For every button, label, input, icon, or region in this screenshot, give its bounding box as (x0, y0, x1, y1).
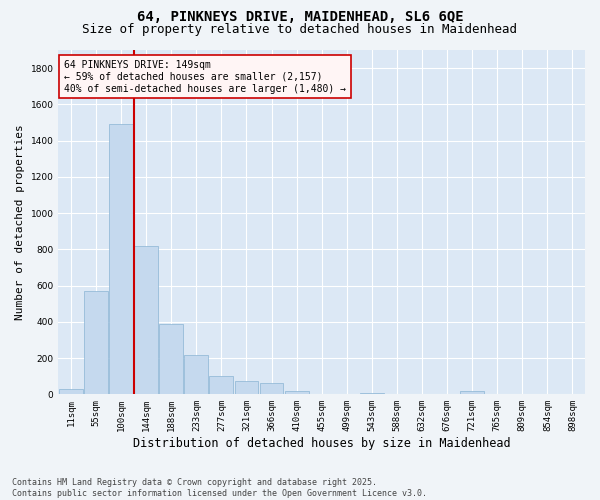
Bar (184, 356, 208, 395)
Text: Contains HM Land Registry data © Crown copyright and database right 2025.
Contai: Contains HM Land Registry data © Crown c… (12, 478, 427, 498)
Text: Size of property relative to detached houses in Maidenhead: Size of property relative to detached ho… (83, 22, 517, 36)
Bar (209, 376, 233, 394)
X-axis label: Distribution of detached houses by size in Maidenhead: Distribution of detached houses by size … (133, 437, 511, 450)
Text: 64, PINKNEYS DRIVE, MAIDENHEAD, SL6 6QE: 64, PINKNEYS DRIVE, MAIDENHEAD, SL6 6QE (137, 10, 463, 24)
Bar (84, 291, 108, 395)
Bar (134, 246, 158, 394)
Bar (160, 324, 183, 394)
Bar (260, 382, 283, 394)
Bar (59, 389, 83, 394)
Bar (109, 124, 133, 394)
Y-axis label: Number of detached properties: Number of detached properties (15, 124, 25, 320)
Text: 64 PINKNEYS DRIVE: 149sqm
← 59% of detached houses are smaller (2,157)
40% of se: 64 PINKNEYS DRIVE: 149sqm ← 59% of detac… (64, 60, 346, 94)
Bar (360, 392, 384, 394)
Bar (460, 390, 484, 394)
Bar (235, 380, 259, 394)
Bar (285, 390, 308, 394)
